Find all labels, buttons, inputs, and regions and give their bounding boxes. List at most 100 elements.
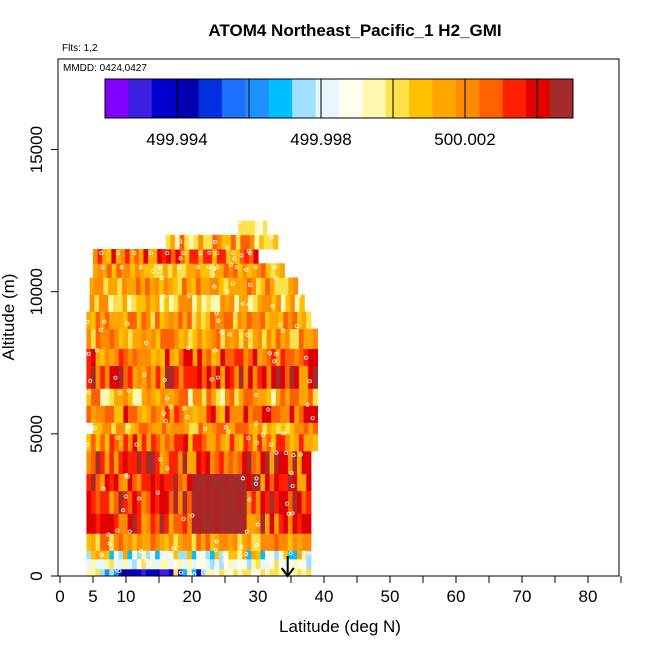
heatmap-cell (269, 311, 275, 330)
heatmap-cell (292, 473, 298, 492)
heatmap-cell (256, 277, 262, 295)
heatmap-cell (294, 433, 300, 452)
heatmap-cell (173, 558, 179, 570)
heatmap-cell (214, 311, 220, 330)
heatmap-cell (294, 328, 300, 349)
heatmap-cell (271, 365, 277, 389)
heatmap-cell (109, 365, 115, 389)
heatmap-cell (223, 550, 229, 560)
heatmap-cell (182, 568, 188, 577)
heatmap-cell (225, 388, 231, 406)
sample-point (228, 262, 233, 267)
heatmap-cell (251, 277, 257, 295)
heatmap-cell (131, 294, 137, 312)
heatmap-cell (297, 533, 303, 551)
heatmap-cell (100, 365, 106, 389)
heatmap-cell (159, 277, 165, 295)
heatmap-cell (195, 277, 202, 295)
heatmap-cell (255, 490, 262, 514)
heatmap-cell (283, 450, 289, 475)
heatmap-cell (136, 473, 142, 492)
heatmap-cell (251, 263, 257, 278)
heatmap-cell (242, 311, 248, 330)
heatmap-cell (225, 433, 231, 452)
heatmap-cell (155, 348, 161, 367)
heatmap-cell (244, 422, 250, 435)
heatmap-cell (238, 405, 245, 423)
heatmap-cell (206, 365, 212, 389)
heatmap-cell (177, 473, 184, 492)
heatmap-cell (95, 328, 101, 349)
heatmap-cell (187, 513, 193, 534)
heatmap-cell (86, 490, 92, 514)
colorbar-swatch (222, 79, 246, 118)
heatmap-cell (109, 433, 115, 452)
sample-point (214, 539, 219, 544)
heatmap-cell (179, 234, 185, 250)
heatmap-cell (170, 422, 177, 435)
heatmap-cell (109, 450, 115, 475)
sample-point (246, 302, 251, 307)
heatmap-cell (209, 277, 216, 295)
heatmap-cell (242, 277, 248, 295)
heatmap-cell (275, 348, 282, 367)
heatmap-cell (246, 513, 252, 534)
heatmap-cell (191, 490, 197, 514)
heatmap-cell (134, 422, 140, 435)
heatmap-cell (132, 490, 138, 514)
heatmap-cell (102, 422, 108, 435)
heatmap-cell (151, 388, 157, 406)
sample-point (273, 275, 278, 280)
heatmap-cell (154, 294, 161, 312)
sample-point (196, 265, 201, 270)
sample-point (254, 476, 259, 481)
heatmap-cell (118, 550, 124, 560)
heatmap-cell (228, 513, 234, 534)
colorbar-swatch (315, 79, 340, 118)
heatmap-cell (173, 568, 179, 577)
heatmap-cell (121, 263, 127, 278)
heatmap-cell (211, 433, 217, 452)
heatmap-cell (137, 328, 143, 349)
colorbar-swatch (456, 79, 480, 118)
heatmap-cell (104, 328, 111, 349)
y-axis-label: Altitude (m) (0, 274, 18, 361)
heatmap-cell (285, 388, 291, 406)
chart-title: ATOM4 Northeast_Pacific_1 H2_GMI (208, 21, 501, 40)
heatmap-cell (200, 263, 206, 278)
heatmap-cell (219, 513, 225, 534)
heatmap-cell (312, 433, 318, 452)
heatmap-cell (246, 533, 252, 551)
heatmap-cell (114, 433, 120, 452)
heatmap-cell (228, 533, 234, 551)
heatmap-cell (255, 473, 262, 492)
heatmap-cell (235, 234, 241, 250)
heatmap-cell (155, 550, 161, 560)
heatmap-cell (238, 433, 245, 452)
heatmap-cell (289, 365, 295, 389)
heatmap-cell (86, 550, 92, 560)
heatmap-cell (205, 513, 211, 534)
heatmap-cell (228, 473, 234, 492)
sample-point (240, 301, 245, 306)
heatmap-cell (136, 450, 142, 475)
heatmap-cell (271, 348, 277, 367)
heatmap-cell (127, 568, 133, 577)
heatmap-cell (312, 348, 318, 367)
sample-point (230, 281, 235, 286)
heatmap-cell (150, 473, 156, 492)
heatmap-cell (168, 490, 175, 514)
heatmap-cell (230, 422, 236, 435)
x-tick-label: 10 (117, 587, 136, 606)
heatmap-cell (237, 568, 243, 577)
heatmap-cell (146, 365, 152, 389)
heatmap-cell (138, 422, 144, 435)
heatmap-cell (111, 422, 117, 435)
heatmap-cell (294, 365, 300, 389)
heatmap-cell (246, 450, 252, 475)
heatmap-cell (136, 558, 142, 570)
heatmap-cell (147, 422, 154, 435)
heatmap-cell (159, 568, 165, 577)
heatmap-cell (289, 348, 295, 367)
heatmap-cell (308, 348, 314, 367)
